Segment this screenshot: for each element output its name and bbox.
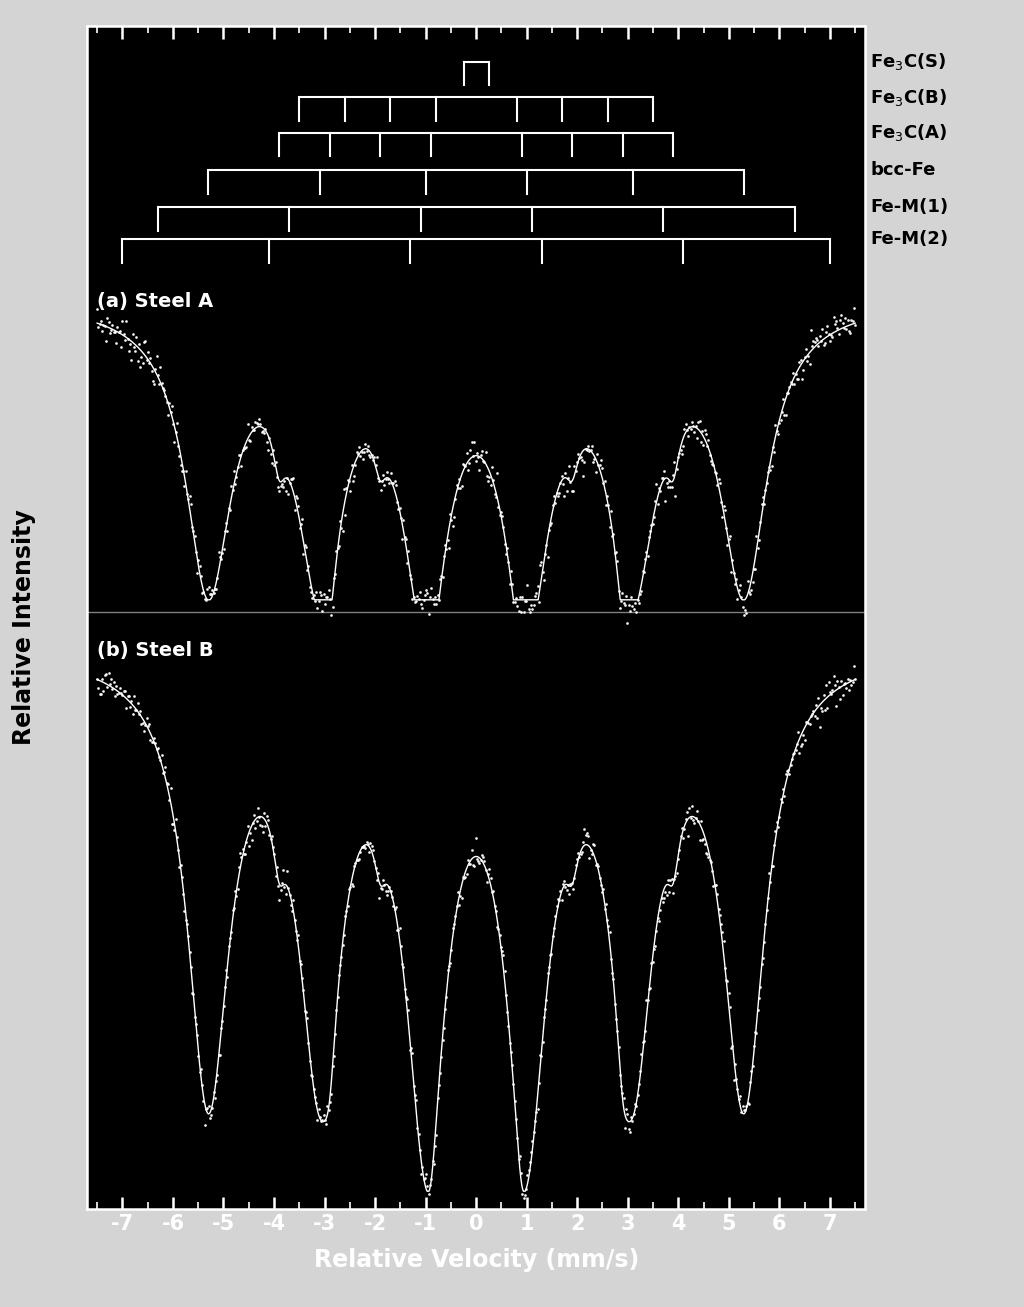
Text: bcc-Fe: bcc-Fe: [870, 162, 936, 179]
Text: Relative Intensity: Relative Intensity: [12, 510, 36, 745]
Text: Fe-M(1): Fe-M(1): [870, 199, 948, 216]
X-axis label: Relative Velocity (mm/s): Relative Velocity (mm/s): [313, 1248, 639, 1272]
Text: (b) Steel B: (b) Steel B: [97, 642, 214, 660]
Text: (a) Steel A: (a) Steel A: [97, 293, 213, 311]
Text: Fe-M(2): Fe-M(2): [870, 230, 948, 248]
Text: Fe$_3$C(B): Fe$_3$C(B): [870, 86, 947, 107]
Text: Fe$_3$C(A): Fe$_3$C(A): [870, 122, 948, 142]
Text: Fe$_3$C(S): Fe$_3$C(S): [870, 51, 947, 72]
